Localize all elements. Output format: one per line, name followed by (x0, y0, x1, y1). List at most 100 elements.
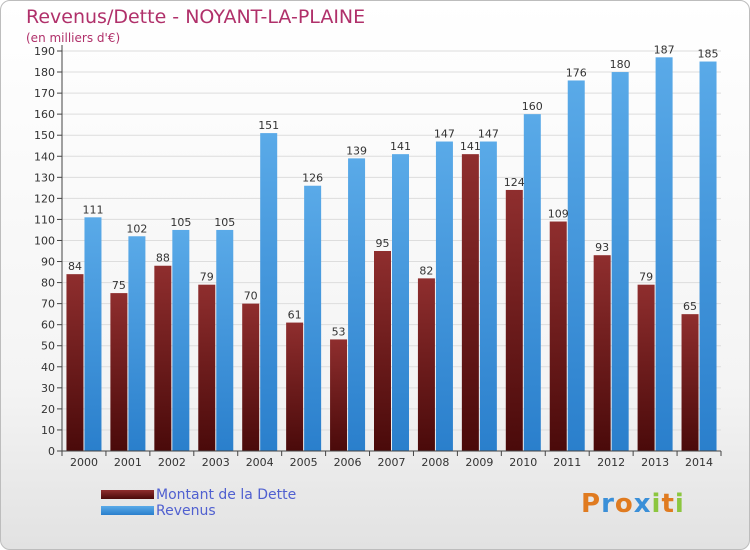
bar-revenus (304, 185, 322, 451)
logo-letter: x (633, 489, 652, 519)
x-tick-label: 2003 (202, 456, 230, 469)
data-label-dette: 65 (683, 300, 697, 313)
data-label-dette: 70 (244, 290, 258, 303)
x-tick-label: 2011 (553, 456, 581, 469)
bar-dette (110, 293, 128, 451)
bar-revenus (84, 217, 102, 451)
data-label-revenus: 102 (126, 222, 147, 235)
data-label-dette: 61 (288, 309, 302, 322)
bar-revenus (611, 72, 629, 451)
logo-letter: P (581, 489, 602, 519)
y-tick-label: 130 (34, 171, 55, 184)
bar-dette (198, 284, 216, 451)
y-tick-label: 40 (41, 361, 55, 374)
data-label-revenus: 126 (302, 172, 323, 185)
data-label-dette: 93 (595, 241, 609, 254)
bar-dette (330, 339, 348, 451)
data-label-revenus: 160 (522, 100, 543, 113)
data-label-dette: 109 (548, 208, 569, 221)
bar-revenus (523, 114, 541, 451)
bar-dette (286, 322, 304, 451)
logo-letter: i (674, 489, 685, 519)
y-tick-label: 30 (41, 382, 55, 395)
x-tick-label: 2013 (641, 456, 669, 469)
y-tick-label: 90 (41, 256, 55, 269)
y-tick-label: 70 (41, 298, 55, 311)
data-label-revenus: 105 (170, 216, 191, 229)
y-tick-label: 0 (48, 445, 55, 458)
bar-dette (461, 154, 479, 451)
bar-dette (593, 255, 611, 451)
data-label-dette: 82 (419, 264, 433, 277)
y-tick-label: 50 (41, 340, 55, 353)
data-label-dette: 124 (504, 176, 525, 189)
y-tick-label: 60 (41, 319, 55, 332)
data-label-revenus: 180 (610, 58, 631, 71)
data-label-revenus: 105 (214, 216, 235, 229)
data-label-dette: 141 (460, 140, 481, 153)
x-tick-label: 2002 (158, 456, 186, 469)
logo-letter: t (661, 489, 675, 519)
x-tick-label: 2014 (685, 456, 713, 469)
legend-label-revenus: Revenus (156, 503, 216, 519)
data-label-revenus: 187 (654, 43, 675, 56)
bar-revenus (435, 141, 453, 452)
y-tick-label: 120 (34, 192, 55, 205)
bar-dette (549, 221, 567, 451)
x-tick-label: 2005 (290, 456, 318, 469)
bar-dette (374, 251, 391, 451)
bar-dette (637, 284, 655, 451)
data-label-dette: 95 (376, 237, 390, 250)
y-tick-label: 160 (34, 108, 55, 121)
x-tick-label: 2009 (465, 456, 493, 469)
y-tick-label: 150 (34, 129, 55, 142)
x-tick-label: 2000 (70, 456, 98, 469)
data-label-dette: 88 (156, 252, 170, 265)
bar-revenus (655, 57, 673, 451)
bar-dette (154, 265, 172, 451)
data-label-revenus: 111 (82, 203, 103, 216)
logo-letter: i (651, 489, 662, 519)
y-tick-label: 80 (41, 277, 55, 290)
y-tick-label: 10 (41, 424, 55, 437)
x-tick-label: 2008 (421, 456, 449, 469)
x-tick-label: 2001 (114, 456, 142, 469)
bar-dette (505, 189, 523, 451)
bar-revenus (216, 229, 234, 451)
data-label-revenus: 176 (566, 66, 587, 79)
x-tick-label: 2010 (509, 456, 537, 469)
x-tick-label: 2012 (597, 456, 625, 469)
proxiti-logo: Proxiti (581, 489, 685, 519)
y-tick-label: 140 (34, 150, 55, 163)
bar-dette (242, 303, 260, 451)
bar-revenus (348, 158, 366, 452)
y-tick-label: 170 (34, 87, 55, 100)
legend-swatch-revenus (101, 506, 154, 515)
data-label-dette: 79 (639, 271, 653, 284)
legend-swatch-dette (101, 490, 154, 499)
bar-revenus (260, 133, 278, 451)
y-tick-label: 190 (34, 45, 55, 58)
bar-revenus (128, 236, 146, 451)
x-tick-label: 2004 (246, 456, 274, 469)
y-tick-label: 100 (34, 234, 55, 247)
chart-subtitle: (en milliers d'€) (26, 31, 121, 45)
y-tick-label: 20 (41, 403, 55, 416)
bar-revenus (567, 80, 585, 451)
legend-label-dette: Montant de la Dette (156, 487, 297, 503)
data-label-dette: 53 (332, 325, 346, 338)
bar-revenus (392, 154, 409, 451)
data-label-revenus: 185 (698, 48, 719, 61)
chart-title: Revenus/Dette - NOYANT-LA-PLAINE (26, 6, 366, 28)
data-label-dette: 75 (112, 279, 126, 292)
logo-letter: o (614, 489, 634, 519)
bar-revenus (172, 229, 190, 451)
data-label-dette: 84 (68, 260, 82, 273)
bar-dette (417, 278, 435, 451)
bar-revenus (699, 61, 717, 452)
data-label-revenus: 147 (478, 128, 499, 141)
bar-revenus (479, 141, 497, 452)
data-label-revenus: 139 (346, 144, 367, 157)
data-label-revenus: 151 (258, 119, 279, 132)
